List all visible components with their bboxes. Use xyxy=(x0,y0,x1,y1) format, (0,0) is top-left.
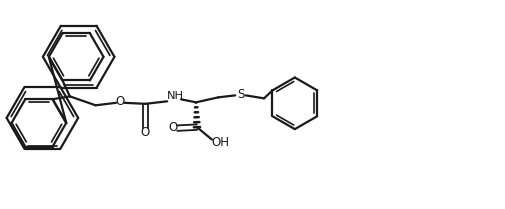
Text: O: O xyxy=(169,121,178,134)
Text: S: S xyxy=(237,88,244,101)
Text: O: O xyxy=(115,95,125,108)
Text: OH: OH xyxy=(212,136,230,149)
Text: NH: NH xyxy=(167,91,184,101)
Text: O: O xyxy=(140,126,149,139)
